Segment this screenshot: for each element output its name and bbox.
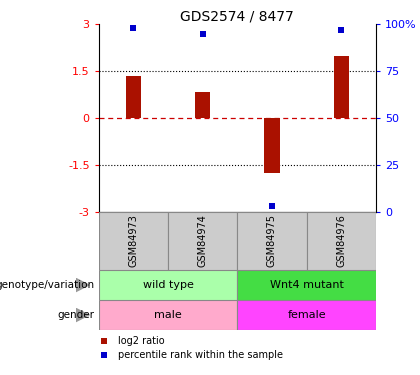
Bar: [237, 212, 307, 270]
Title: GDS2574 / 8477: GDS2574 / 8477: [181, 9, 294, 23]
Text: log2 ratio: log2 ratio: [118, 336, 165, 346]
Bar: [126, 76, 141, 118]
Text: genotype/variation: genotype/variation: [0, 280, 94, 290]
Text: GSM84976: GSM84976: [336, 214, 346, 267]
Text: Wnt4 mutant: Wnt4 mutant: [270, 280, 344, 290]
Polygon shape: [76, 308, 90, 322]
Text: gender: gender: [58, 310, 94, 320]
Bar: [333, 56, 349, 118]
Bar: [195, 92, 210, 118]
Bar: [307, 212, 376, 270]
Text: GSM84973: GSM84973: [129, 214, 138, 267]
Text: female: female: [287, 310, 326, 320]
Text: GSM84975: GSM84975: [267, 214, 277, 267]
Bar: [264, 118, 280, 173]
Bar: [237, 270, 376, 300]
Polygon shape: [76, 278, 90, 292]
Text: wild type: wild type: [142, 280, 194, 290]
Text: percentile rank within the sample: percentile rank within the sample: [118, 350, 283, 360]
Text: GSM84974: GSM84974: [198, 214, 207, 267]
Bar: [99, 212, 168, 270]
Bar: [237, 300, 376, 330]
Bar: [168, 212, 237, 270]
Bar: [99, 270, 237, 300]
Bar: [99, 300, 237, 330]
Text: male: male: [154, 310, 182, 320]
